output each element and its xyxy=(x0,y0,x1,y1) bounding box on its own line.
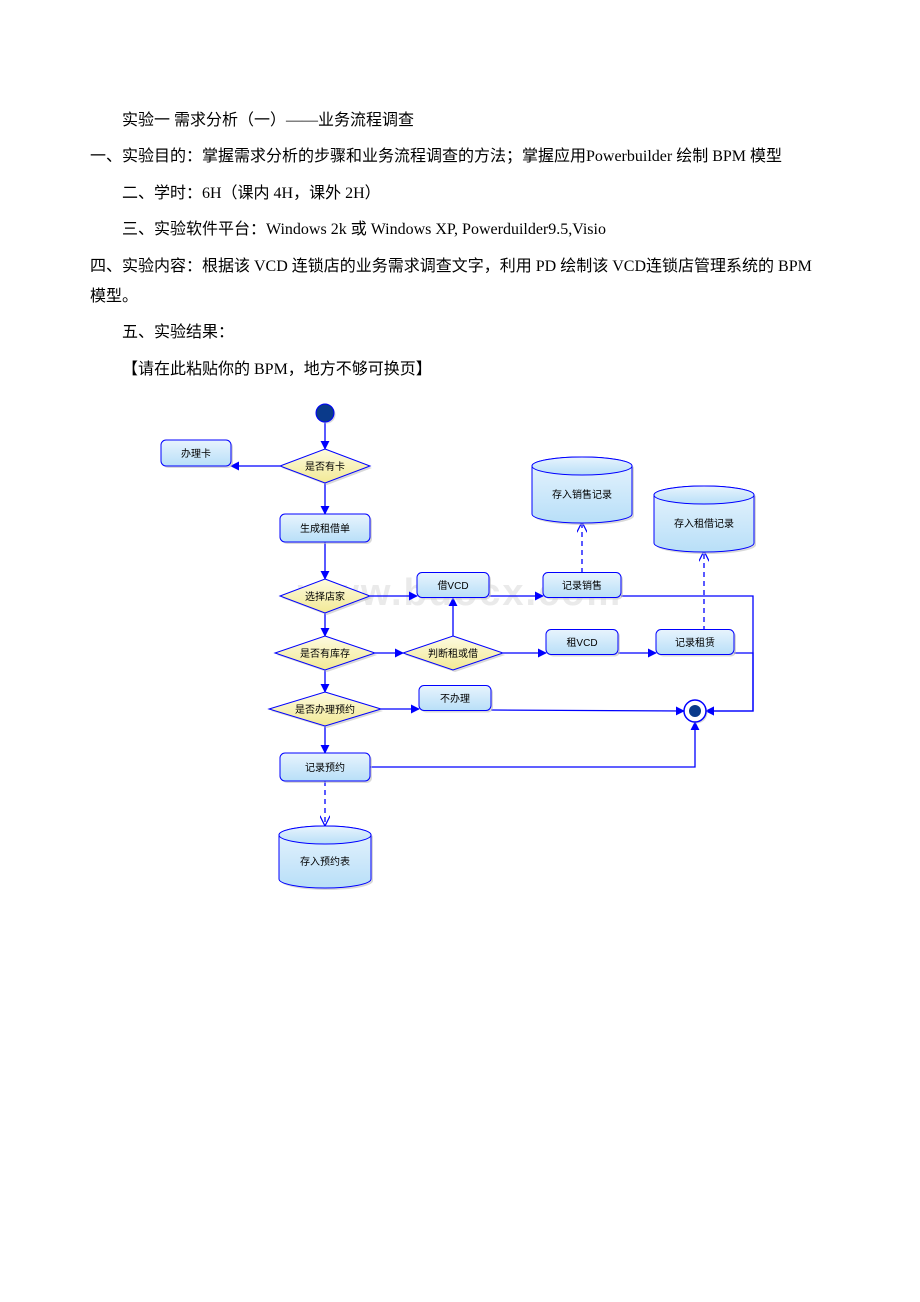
svg-text:办理卡: 办理卡 xyxy=(181,447,211,460)
svg-text:生成租借单: 生成租借单 xyxy=(300,522,350,535)
svg-text:是否办理预约: 是否办理预约 xyxy=(295,703,355,716)
svg-text:存入销售记录: 存入销售记录 xyxy=(552,488,612,501)
nodes: 办理卡是否有卡生成租借单选择店家 借VCD 记录销售是否有库存 判断租或借 租VCD 记录… xyxy=(161,404,756,890)
para-instruction: 【请在此粘贴你的 BPM，地方不够可换页】 xyxy=(90,355,830,385)
svg-text:记录预约: 记录预约 xyxy=(305,761,345,774)
bpm-figure: www.bdocx.com办理卡是否有卡生成租借单选择店家借VCD记录销售是否有… xyxy=(90,395,830,955)
svg-text:记录租赁: 记录租赁 xyxy=(675,636,715,649)
svg-text:是否有库存: 是否有库存 xyxy=(300,647,350,660)
svg-text:不办理: 不办理 xyxy=(440,692,470,705)
svg-text:存入租借记录: 存入租借记录 xyxy=(674,517,734,530)
para-result: 五、实验结果： xyxy=(90,318,830,348)
para-platform: 三、实验软件平台：Windows 2k 或 Windows XP, Powerd… xyxy=(90,215,830,245)
svg-text:存入预约表: 存入预约表 xyxy=(300,855,350,868)
svg-text:是否有卡: 是否有卡 xyxy=(305,460,345,473)
svg-text:记录销售: 记录销售 xyxy=(562,579,602,592)
para-purpose: 一、实验目的：掌握需求分析的步骤和业务流程调查的方法；掌握应用Powerbuil… xyxy=(90,142,830,172)
para-title: 实验一 需求分析（一）——业务流程调查 xyxy=(90,106,830,136)
svg-text:租VCD: 租VCD xyxy=(566,636,597,649)
bpm-flowchart: www.bdocx.com办理卡是否有卡生成租借单选择店家借VCD记录销售是否有… xyxy=(150,395,770,955)
svg-text:借VCD: 借VCD xyxy=(437,580,468,592)
svg-text:判断租或借: 判断租或借 xyxy=(428,647,478,660)
svg-text:选择店家: 选择店家 xyxy=(305,590,345,603)
para-hours: 二、学时：6H（课内 4H，课外 2H） xyxy=(90,179,830,209)
para-content: 四、实验内容：根据该 VCD 连锁店的业务需求调查文字，利用 PD 绘制该 VC… xyxy=(90,252,830,313)
